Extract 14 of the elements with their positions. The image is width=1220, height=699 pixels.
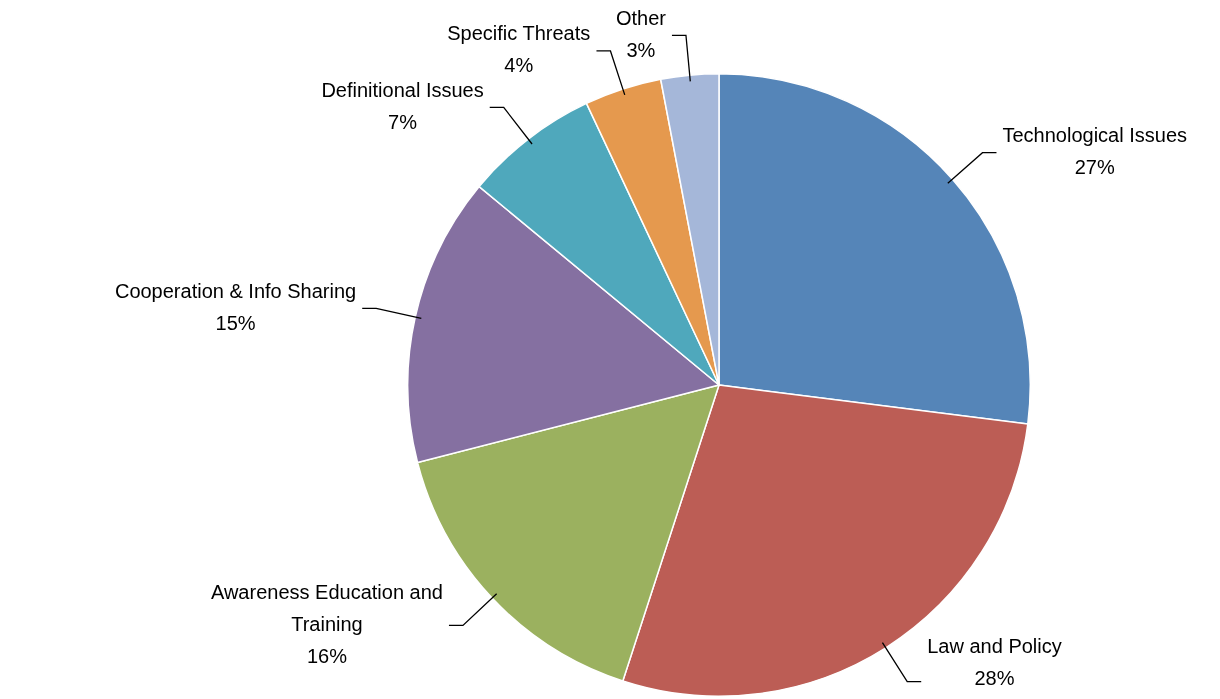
slice-label: Other (615, 6, 667, 29)
data-label: 15% (215, 311, 256, 334)
slice-label: Awareness Education and Training (210, 580, 443, 635)
data-label: 4% (504, 54, 534, 77)
slice-label: Technological Issues (1002, 124, 1188, 147)
slice-label: Definitional Issues (321, 78, 484, 101)
slice-label: Cooperation & Info Sharing (114, 279, 357, 302)
slice-label: Law and Policy (927, 634, 1062, 657)
data-label: 7% (388, 110, 418, 133)
slice-label: Specific Threats (447, 22, 591, 45)
data-label: 28% (974, 666, 1015, 689)
data-label: 27% (1074, 156, 1115, 179)
data-label: 16% (306, 644, 348, 667)
data-label: 3% (626, 38, 656, 61)
